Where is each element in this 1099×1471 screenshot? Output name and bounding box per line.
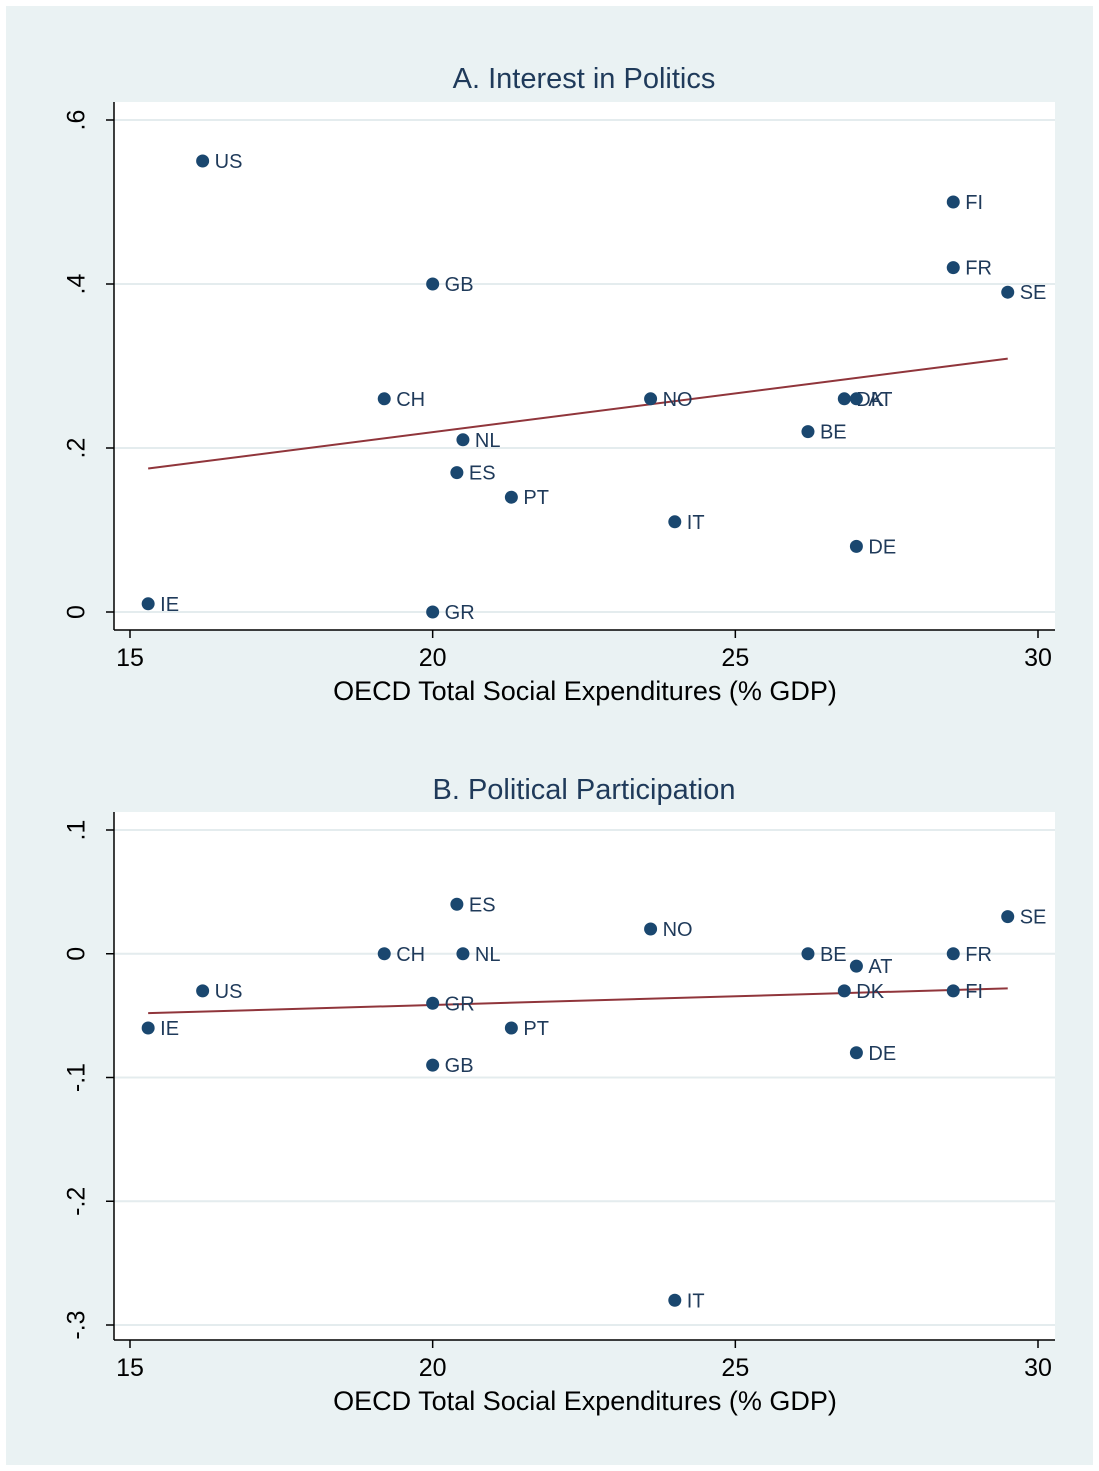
x-axis-title: OECD Total Social Expenditures (% GDP): [333, 676, 837, 706]
fit-line: [148, 357, 1008, 470]
data-label-it: IT: [687, 1290, 705, 1312]
x-tick-label: 30: [1024, 1354, 1052, 1382]
y-tick-label: -.1: [63, 1063, 91, 1092]
data-label-it: IT: [687, 512, 705, 534]
data-label-es: ES: [469, 894, 496, 916]
data-point-de: [849, 539, 863, 553]
data-point-at: [849, 392, 863, 406]
y-tick-label: 0: [63, 947, 91, 961]
data-point-de: [849, 1046, 863, 1060]
data-point-pt: [504, 490, 518, 504]
data-label-ie: IE: [160, 594, 179, 616]
y-tick-label: .2: [63, 438, 91, 459]
data-point-pt: [504, 1021, 518, 1035]
data-point-nl: [456, 947, 470, 961]
data-label-gb: GB: [445, 274, 474, 296]
data-label-pt: PT: [523, 487, 549, 509]
data-point-it: [668, 1293, 682, 1307]
data-label-gr: GR: [445, 602, 475, 624]
data-label-us: US: [215, 151, 243, 173]
data-point-gb: [426, 277, 440, 291]
data-label-de: DE: [868, 536, 896, 558]
data-point-gb: [426, 1058, 440, 1072]
data-label-no: NO: [663, 389, 693, 411]
data-label-gr: GR: [445, 993, 475, 1015]
data-label-us: US: [215, 981, 243, 1003]
data-label-nl: NL: [475, 430, 501, 452]
data-point-fi: [946, 195, 960, 209]
data-point-no: [644, 392, 658, 406]
data-point-ie: [141, 597, 155, 611]
data-point-fr: [946, 261, 960, 275]
data-point-us: [196, 154, 210, 168]
data-label-at: AT: [868, 389, 892, 411]
data-label-pt: PT: [523, 1018, 549, 1040]
data-point-dk: [837, 392, 851, 406]
x-tick-label: 25: [721, 1354, 749, 1382]
chart-interest-in-politics: A. Interest in Politics 0 .2 .4 .6 15 20 25 30 U…: [0, 0, 1099, 725]
x-tick-label: 30: [1024, 644, 1052, 672]
data-label-fi: FI: [965, 192, 983, 214]
chart-title: A. Interest in Politics: [453, 63, 716, 95]
data-label-gb: GB: [445, 1055, 474, 1077]
y-tick-label: .4: [63, 273, 91, 294]
y-tick-label: .1: [63, 820, 91, 841]
data-label-no: NO: [663, 919, 693, 941]
data-point-fr: [946, 947, 960, 961]
plot-area: [114, 812, 1055, 1340]
data-point-dk: [837, 984, 851, 998]
data-point-nl: [456, 433, 470, 447]
chart-title: B. Political Participation: [432, 774, 735, 806]
data-point-gr: [426, 996, 440, 1010]
data-point-se: [1001, 285, 1015, 299]
y-tick-label: 0: [63, 605, 91, 619]
data-label-be: BE: [820, 422, 847, 444]
y-tick-label: -.3: [63, 1310, 91, 1339]
data-point-gr: [426, 605, 440, 619]
y-tick-label: .6: [63, 110, 91, 131]
data-label-nl: NL: [475, 944, 501, 966]
data-point-be: [801, 947, 815, 961]
data-point-be: [801, 425, 815, 439]
data-point-it: [668, 515, 682, 529]
chart-a-svg: A. Interest in Politics 0 .2 .4 .6 15 20 25 30 U…: [63, 63, 1055, 706]
data-point-es: [450, 466, 464, 480]
data-label-es: ES: [469, 463, 496, 485]
x-tick-label: 20: [419, 644, 447, 672]
x-axis-title: OECD Total Social Expenditures (% GDP): [333, 1386, 837, 1416]
data-point-fi: [946, 984, 960, 998]
x-tick-label: 15: [116, 1354, 144, 1382]
data-label-dk: DK: [856, 981, 884, 1003]
data-label-be: BE: [820, 944, 847, 966]
data-point-ch: [377, 392, 391, 406]
data-point-no: [644, 922, 658, 936]
data-label-fr: FR: [965, 258, 992, 280]
fit-line: [148, 987, 1008, 1015]
data-label-se: SE: [1020, 282, 1047, 304]
data-label-fi: FI: [965, 981, 983, 1003]
data-label-ie: IE: [160, 1018, 179, 1040]
x-tick-label: 25: [721, 644, 749, 672]
data-label-de: DE: [868, 1043, 896, 1065]
data-label-se: SE: [1020, 907, 1047, 929]
data-point-ch: [377, 947, 391, 961]
data-point-us: [196, 984, 210, 998]
data-point-es: [450, 897, 464, 911]
x-tick-label: 15: [116, 644, 144, 672]
data-label-at: AT: [868, 956, 892, 978]
data-label-ch: CH: [396, 389, 425, 411]
data-point-se: [1001, 910, 1015, 924]
chart-b-svg: B. Political Participation -.3 -.2 -.1 0 .1 1…: [63, 774, 1055, 1416]
x-tick-label: 20: [419, 1354, 447, 1382]
data-label-ch: CH: [396, 944, 425, 966]
plot-area: [114, 102, 1055, 630]
data-point-at: [849, 959, 863, 973]
chart-political-participation: B. Political Participation -.3 -.2 -.1 0 .1 1…: [0, 715, 1099, 1440]
data-point-ie: [141, 1021, 155, 1035]
y-tick-label: -.2: [63, 1187, 91, 1216]
data-label-dk: DK: [856, 389, 884, 411]
data-label-fr: FR: [965, 944, 992, 966]
